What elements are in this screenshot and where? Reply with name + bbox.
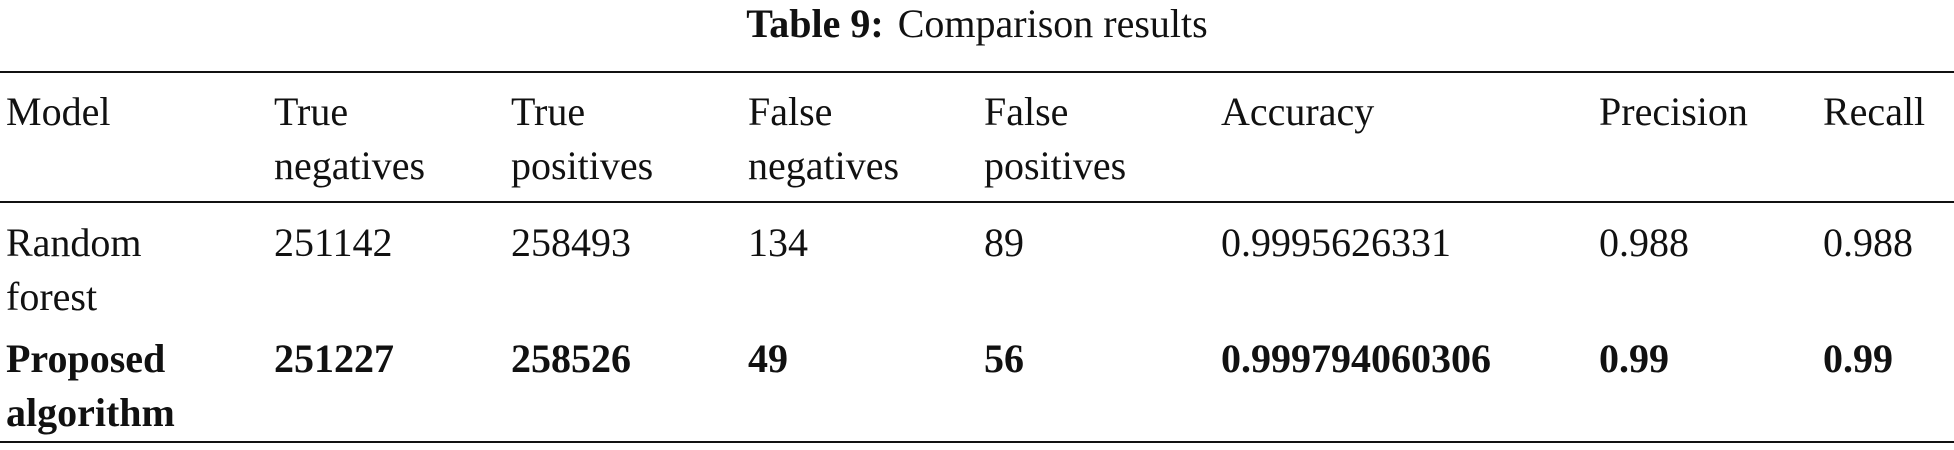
table-cell: 0.988 xyxy=(1823,220,1913,265)
header-cell: Accuracy xyxy=(1221,89,1375,134)
table-cell: 56 xyxy=(984,336,1024,381)
table-cell: 49 xyxy=(748,336,788,381)
bottom-rule xyxy=(0,441,1954,443)
header-cell: True negatives xyxy=(274,89,426,188)
header-cell: False positives xyxy=(984,89,1127,188)
table-cell: 0.9995626331 xyxy=(1221,220,1451,265)
table-cell: 258526 xyxy=(511,336,631,381)
table-cell: 0.988 xyxy=(1599,220,1689,265)
header-cell: Model xyxy=(6,89,111,134)
table-cell: 0.99 xyxy=(1599,336,1669,381)
table-cell: Random forest xyxy=(6,220,142,319)
table-cell: Proposed algorithm xyxy=(6,336,175,435)
header-cell: False negatives xyxy=(748,89,900,188)
header-cell: Recall xyxy=(1823,89,1926,134)
table-caption: Table 9: Comparison results xyxy=(0,0,1954,48)
caption-title: Comparison results xyxy=(897,1,1208,46)
table-cell: 251227 xyxy=(274,336,394,381)
table-cell: 0.99 xyxy=(1823,336,1893,381)
table-cell: 251142 xyxy=(274,220,393,265)
table-cell: 89 xyxy=(984,220,1024,265)
top-rule xyxy=(0,71,1954,73)
table-cell: 258493 xyxy=(511,220,631,265)
header-cell: Precision xyxy=(1599,89,1748,134)
caption-label: Table 9: xyxy=(746,1,884,46)
header-cell: True positives xyxy=(511,89,654,188)
table-cell: 134 xyxy=(748,220,808,265)
table-cell: 0.999794060306 xyxy=(1221,336,1491,381)
header-rule xyxy=(0,201,1954,203)
